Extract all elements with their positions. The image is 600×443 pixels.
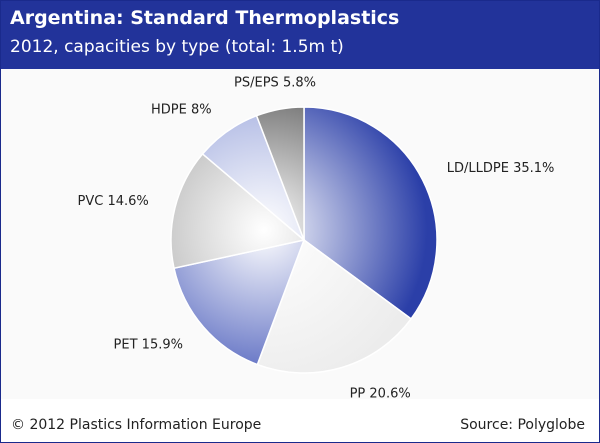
pie-slice-ld-lldpe xyxy=(303,106,438,320)
pie-slice-pvc xyxy=(170,152,306,270)
slice-label-ld-lldpe: LD/LLDPE 35.1% xyxy=(447,161,555,176)
chart-title: Argentina: Standard Thermoplastics xyxy=(10,7,400,29)
chart-header: Argentina: Standard Thermoplastics 2012,… xyxy=(1,1,599,69)
pie-slice-ps-eps xyxy=(255,106,305,241)
slice-label-pp: PP 20.6% xyxy=(350,386,411,399)
slice-label-pvc: PVC 14.6% xyxy=(78,194,149,209)
slice-label-pet: PET 15.9% xyxy=(114,338,183,353)
copyright-text: © 2012 Plastics Information Europe xyxy=(11,417,262,433)
pie-slice-pet xyxy=(173,238,306,366)
slice-label-hdpe: HDPE 8% xyxy=(151,102,212,117)
pie-chart: LD/LLDPE 35.1% PP 20.6% PET 15.9% PVC 14.6%… xyxy=(78,76,555,399)
source-text: Source: Polyglobe xyxy=(460,417,585,433)
chart-subtitle: 2012, capacities by type (total: 1.5m t) xyxy=(10,37,344,57)
slice-label-ps-eps: PS/EPS 5.8% xyxy=(234,76,316,91)
pie-slice-pp xyxy=(256,238,413,374)
